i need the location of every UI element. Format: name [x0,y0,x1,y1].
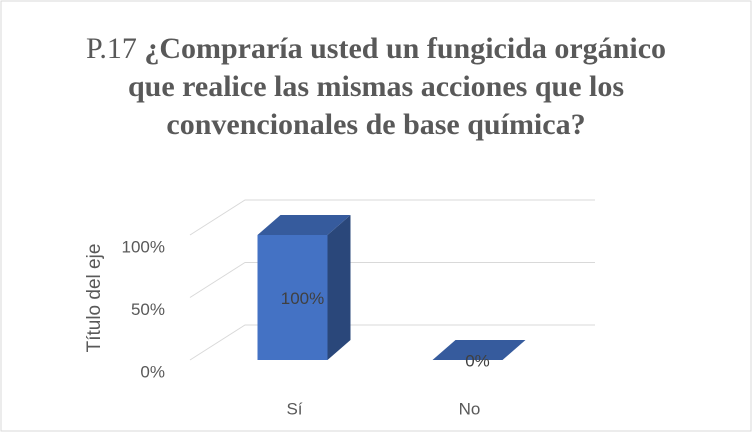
y-tick-label: 100% [122,237,165,256]
x-tick-label: No [459,399,481,418]
title-text: ¿Compraría usted un fungicida orgánico q… [127,32,667,141]
bar-front [257,235,328,360]
bar-top [257,215,351,235]
bar [432,340,526,360]
chart-title: P.17 ¿Compraría usted un fungicida orgán… [66,30,686,144]
grid-line [189,324,595,361]
title-prefix: P.17 [85,32,137,65]
bar-top [432,340,526,360]
grid-line [189,262,595,298]
y-tick-label: 0% [140,362,165,381]
bar [257,215,351,360]
data-label: 0% [465,351,490,370]
grid-line [189,199,595,236]
bar-side [327,215,351,360]
data-label: 100% [281,289,324,308]
y-axis-title: Título del eje [84,244,105,353]
y-tick-label: 50% [131,300,165,319]
x-tick-label: Sí [286,399,302,418]
